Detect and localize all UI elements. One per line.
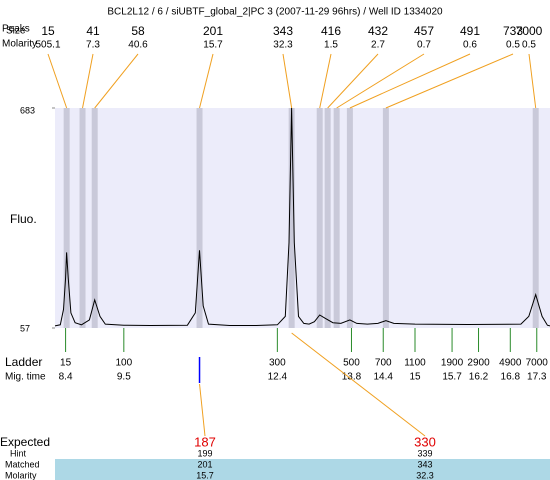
- ladder-time: 12.4: [268, 372, 288, 383]
- ladder-size: 1100: [404, 358, 426, 369]
- hint: 199: [197, 448, 212, 458]
- plot-area: [55, 108, 550, 328]
- ladder-time: 13.8: [342, 372, 362, 383]
- ladder-size: 500: [343, 358, 360, 369]
- expected: 187: [194, 434, 216, 449]
- molarity: 32.3: [416, 470, 434, 480]
- peak-band: [288, 108, 295, 328]
- peak-molarity: 505.1: [35, 40, 60, 51]
- ladder-time: 16.8: [501, 372, 521, 383]
- peak-molarity: 0.5: [506, 40, 520, 51]
- peak-molarity: 1.5: [324, 40, 338, 51]
- peak-size: 457: [414, 24, 434, 38]
- peak-band: [196, 108, 203, 328]
- row-label: Size: [6, 26, 26, 37]
- peak-connector: [82, 53, 94, 109]
- peak-connector: [349, 53, 471, 109]
- ladder-time: 14.4: [374, 372, 394, 383]
- title: BCL2L12 / 6 / siUBTF_global_2|PC 3 (2007…: [107, 7, 443, 18]
- ladder-time: 9.5: [117, 372, 131, 383]
- time-label: Mig. time: [5, 372, 46, 383]
- matched: 201: [197, 459, 212, 469]
- ladder-size: 300: [269, 358, 286, 369]
- row-label: Peaks: [2, 24, 30, 35]
- peak-band: [324, 108, 331, 328]
- matched: 343: [417, 459, 432, 469]
- ladder-size: 100: [115, 358, 132, 369]
- peak-connector: [327, 53, 379, 109]
- peak-connector: [282, 53, 293, 109]
- peak-molarity: 32.3: [273, 40, 293, 51]
- peak-molarity: 15.7: [203, 40, 223, 51]
- peak-molarity: 2.7: [371, 40, 385, 51]
- peak-band: [382, 108, 389, 328]
- molarity: 15.7: [196, 470, 214, 480]
- ladder-size: 15: [60, 358, 72, 369]
- expected-connector: [199, 383, 206, 437]
- y-axis-label: Fluo.: [10, 212, 37, 226]
- peak-band: [346, 108, 353, 328]
- y-tick-label: 57: [20, 323, 30, 333]
- peak-connector: [94, 53, 139, 109]
- ladder-time: 8.4: [59, 372, 73, 383]
- peak-molarity: 7.3: [86, 40, 100, 51]
- ladder-time: 15.7: [442, 372, 462, 383]
- row-label: Matched: [5, 459, 40, 469]
- peak-size: 733: [503, 24, 523, 38]
- trace: [54, 107, 550, 327]
- peak-band: [532, 108, 539, 328]
- peak-connector: [528, 53, 537, 109]
- ladder-label: Ladder: [5, 355, 42, 369]
- ladder-size: 1900: [441, 358, 464, 369]
- row-label: Molarity: [2, 39, 37, 50]
- peak-size: 41: [86, 24, 100, 38]
- peak-size: 432: [368, 24, 388, 38]
- peak-size: 58: [131, 24, 145, 38]
- ladder-size: 7000: [526, 358, 549, 369]
- peak-band: [333, 108, 340, 328]
- matched-band: [55, 459, 550, 480]
- ladder-size: 4900: [499, 358, 522, 369]
- ladder-time: 15: [409, 372, 421, 383]
- row-label: Hint: [10, 448, 27, 458]
- expected: 330: [414, 434, 436, 449]
- peak-connector: [385, 53, 514, 109]
- ladder-size: 2900: [467, 358, 490, 369]
- ladder-time: 17.3: [527, 372, 547, 383]
- peak-size: 15: [41, 24, 55, 38]
- peak-size: 201: [203, 24, 223, 38]
- peak-band: [91, 108, 98, 328]
- ladder-time: 16.2: [469, 372, 489, 383]
- peak-size: 491: [460, 24, 480, 38]
- peak-molarity: 0.7: [417, 40, 431, 51]
- peak-size: 7000: [516, 24, 543, 38]
- hint: 339: [417, 448, 432, 458]
- peak-connector: [336, 53, 425, 109]
- peak-molarity: 0.6: [463, 40, 477, 51]
- expected-connector: [291, 332, 426, 437]
- peak-connector: [199, 53, 214, 109]
- row-label: Expected: [0, 435, 50, 449]
- peak-band: [79, 108, 86, 328]
- peak-molarity: 40.6: [128, 40, 148, 51]
- peak-connector: [47, 53, 68, 109]
- y-tick-label: 683: [20, 105, 35, 115]
- peak-molarity: 0.5: [522, 40, 536, 51]
- ladder-size: 700: [375, 358, 392, 369]
- peak-band: [316, 108, 323, 328]
- row-label: Molarity: [5, 470, 37, 480]
- peak-size: 343: [273, 24, 293, 38]
- peak-connector: [319, 53, 332, 109]
- peak-band: [63, 108, 70, 328]
- peak-size: 416: [321, 24, 341, 38]
